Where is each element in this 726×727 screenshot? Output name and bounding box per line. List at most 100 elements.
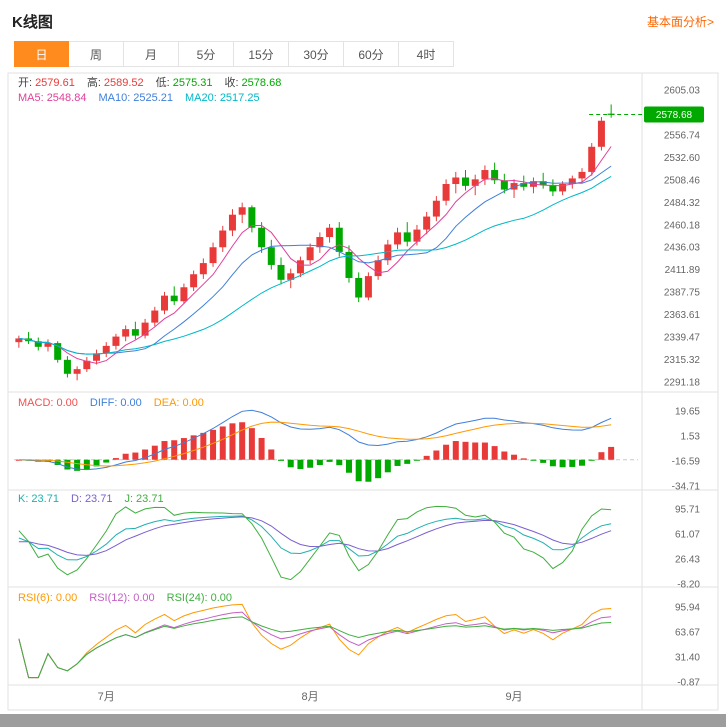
page-title: K线图	[12, 14, 53, 31]
macd-histogram-bar	[297, 459, 304, 470]
macd-histogram-bar	[74, 459, 81, 471]
candle-body	[471, 179, 479, 186]
candle-body	[267, 247, 275, 265]
period-tabs: 日周月 5分 15分 30分 60分 4时	[14, 41, 726, 67]
x-axis-month-label: 7月	[98, 691, 115, 703]
macd-histogram-bar	[598, 452, 605, 460]
macd-histogram-bar	[103, 459, 110, 463]
candle-body	[190, 274, 198, 288]
macd-histogram-bar	[491, 446, 498, 460]
ma20-line	[18, 175, 612, 355]
macd-axis-tick: 1.53	[681, 432, 701, 443]
candle-body	[539, 181, 547, 185]
macd-axis-tick: -16.59	[672, 457, 701, 468]
candle-body	[326, 227, 334, 238]
macd-histogram-bar	[365, 459, 372, 482]
macd-histogram-bar	[559, 459, 566, 468]
macd-histogram-bar	[258, 437, 265, 460]
macd-histogram-bar	[171, 440, 178, 460]
macd-histogram-bar	[151, 445, 158, 460]
macd-histogram-bar	[248, 428, 255, 460]
tab-week[interactable]: 周	[69, 41, 124, 67]
current-price-badge	[644, 106, 704, 123]
footer-bar	[0, 714, 726, 727]
price-axis-tick: 2532.60	[664, 153, 701, 164]
rsi12-line	[18, 611, 612, 679]
macd-histogram-bar	[239, 422, 246, 460]
price-axis-tick: 2436.03	[664, 243, 701, 254]
rsi6-line	[18, 603, 612, 679]
tab-15min[interactable]: 15分	[234, 41, 289, 67]
price-axis-tick: 2291.18	[664, 378, 701, 389]
j-line	[18, 505, 612, 581]
macd-histogram-bar	[608, 446, 615, 460]
candle-body	[141, 322, 149, 336]
kdj-axis-tick: -8.20	[677, 580, 700, 591]
k-line	[18, 515, 612, 561]
header: K线图 基本面分析>	[0, 0, 726, 39]
price-axis-tick: 2363.61	[664, 310, 701, 321]
candle-body	[161, 295, 168, 311]
dea-line	[18, 421, 612, 467]
macd-histogram-bar	[452, 441, 459, 460]
candle-body	[442, 183, 450, 201]
candle-body	[335, 227, 343, 252]
candle-body	[15, 338, 23, 343]
candle-body	[258, 227, 266, 248]
candle-body	[296, 260, 304, 274]
candle-body	[122, 329, 130, 337]
candle-body	[481, 170, 489, 180]
tab-60min[interactable]: 60分	[344, 41, 399, 67]
macd-histogram-bar	[307, 459, 314, 468]
macd-histogram-bar	[472, 442, 479, 460]
tab-day[interactable]: 日	[14, 41, 69, 67]
macd-histogram-bar	[190, 435, 197, 460]
rsi-axis-tick: 31.40	[675, 653, 700, 664]
macd-histogram-bar	[219, 426, 226, 460]
price-axis-tick: 2556.74	[664, 130, 701, 141]
macd-histogram-bar	[64, 459, 71, 470]
macd-histogram-bar	[501, 451, 508, 460]
macd-histogram-bar	[549, 459, 556, 467]
candle-body	[170, 295, 178, 302]
macd-histogram-bar	[530, 459, 537, 461]
macd-histogram-bar	[345, 459, 352, 473]
macd-histogram-bar	[413, 459, 420, 461]
candle-body	[462, 177, 469, 186]
macd-histogram-bar	[384, 459, 391, 473]
kdj-axis-tick: 26.43	[675, 555, 700, 566]
candle-body	[93, 353, 101, 361]
fundamental-analysis-link[interactable]: 基本面分析>	[646, 15, 714, 29]
rsi-axis-tick: 63.67	[675, 628, 700, 639]
macd-histogram-bar	[200, 432, 207, 460]
current-price-badge-value: 2578.68	[656, 110, 693, 121]
x-axis-month-label: 8月	[302, 691, 319, 703]
d-line	[18, 516, 612, 556]
macd-histogram-bar	[394, 459, 401, 466]
candle-body	[413, 229, 421, 242]
tab-5min[interactable]: 5分	[179, 41, 234, 67]
macd-histogram-bar	[122, 453, 129, 460]
macd-histogram-bar	[180, 438, 187, 460]
tab-month[interactable]: 月	[124, 41, 179, 67]
macd-histogram-bar	[278, 459, 285, 461]
macd-histogram-bar	[404, 459, 411, 464]
candle-body	[394, 232, 402, 245]
candle-body	[384, 244, 392, 261]
candle-body	[306, 247, 314, 261]
tab-4hour[interactable]: 4时	[399, 41, 454, 67]
candle-body	[452, 177, 460, 184]
price-axis-tick: 2605.03	[664, 86, 701, 97]
candle-body	[559, 183, 567, 192]
kline-chart-canvas[interactable]: 2605.03 2556.74 2532.60 2508.46 2484.32 2460.…	[0, 72, 726, 712]
tab-30min[interactable]: 30分	[289, 41, 344, 67]
candle-body	[287, 273, 295, 280]
macd-histogram-bar	[268, 449, 275, 460]
candle-body	[597, 120, 605, 147]
candle-body	[568, 178, 576, 184]
macd-histogram-bar	[423, 455, 430, 460]
macd-axis-tick: -34.71	[672, 482, 701, 493]
candle-body	[345, 251, 353, 278]
macd-histogram-bar	[15, 459, 22, 461]
candle-body	[54, 343, 62, 360]
